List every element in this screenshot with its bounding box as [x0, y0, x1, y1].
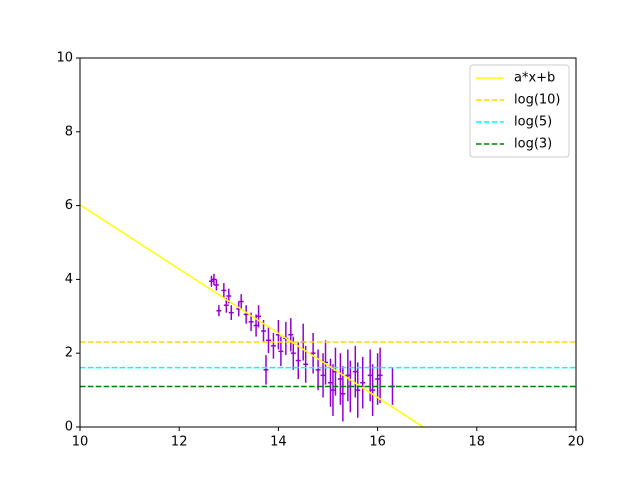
legend-box	[469, 64, 570, 158]
plot-area	[80, 204, 576, 427]
y-tick-label: 4	[65, 272, 73, 287]
x-tick-label: 18	[469, 435, 486, 450]
y-tick-label: 8	[65, 124, 73, 139]
y-tick-label: 10	[56, 51, 73, 66]
x-tick-label: 14	[270, 435, 287, 450]
legend-label: log(10)	[514, 93, 561, 108]
axes-frame	[79, 57, 577, 428]
y-tick-label: 6	[65, 198, 73, 213]
legend-label: log(3)	[514, 137, 552, 152]
y-tick-label: 0	[65, 420, 73, 435]
y-tick-label: 2	[65, 346, 73, 361]
x-tick-label: 16	[369, 435, 386, 450]
legend-label: log(5)	[514, 115, 552, 130]
x-tick-label: 12	[171, 435, 188, 450]
legend-label: a*x+b	[514, 71, 555, 86]
fit-line	[80, 204, 424, 427]
x-tick-label: 20	[568, 435, 585, 450]
x-tick-label: 10	[72, 435, 89, 450]
